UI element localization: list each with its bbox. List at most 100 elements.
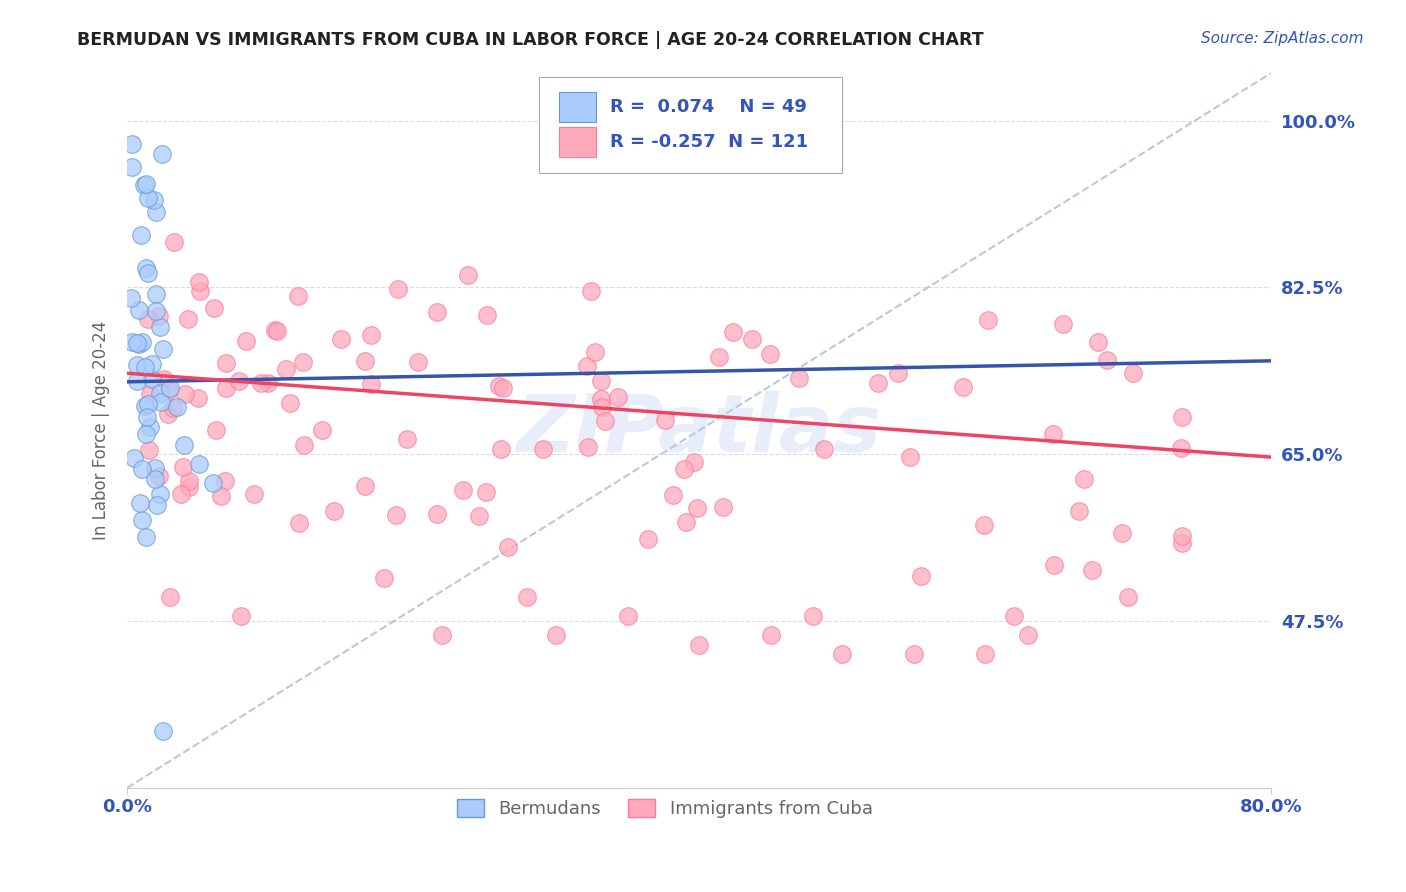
Point: [166, 400, 188, 414]
Point: [152, 343, 174, 357]
Point: [187, 275, 209, 289]
Point: [143, 472, 166, 486]
FancyBboxPatch shape: [538, 77, 842, 173]
Point: [492, 380, 515, 394]
Text: BERMUDAN VS IMMIGRANTS FROM CUBA IN LABOR FORCE | AGE 20-24 CORRELATION CHART: BERMUDAN VS IMMIGRANTS FROM CUBA IN LABO…: [77, 31, 984, 49]
Point: [148, 310, 170, 324]
Point: [288, 516, 311, 530]
Point: [292, 438, 315, 452]
Point: [673, 461, 696, 475]
Point: [516, 591, 538, 605]
Point: [179, 480, 201, 494]
Point: [1087, 334, 1109, 349]
Point: [544, 628, 567, 642]
Point: [228, 374, 250, 388]
Point: [593, 414, 616, 428]
Point: [159, 380, 181, 394]
Point: [1116, 591, 1139, 605]
Point: [591, 400, 613, 414]
Point: [311, 423, 333, 437]
Point: [145, 304, 167, 318]
FancyBboxPatch shape: [560, 127, 596, 157]
Point: [163, 235, 186, 249]
Point: [903, 648, 925, 662]
Point: [138, 442, 160, 457]
Point: [291, 355, 314, 369]
Point: [134, 400, 156, 414]
Point: [1122, 366, 1144, 380]
Point: [661, 488, 683, 502]
Point: [159, 383, 181, 397]
Point: [129, 496, 152, 510]
Point: [803, 609, 825, 624]
Point: [121, 137, 143, 152]
Point: [688, 638, 710, 652]
Point: [121, 160, 143, 174]
Point: [135, 530, 157, 544]
Point: [215, 381, 238, 395]
Point: [457, 268, 479, 282]
Text: ZIPatlas: ZIPatlas: [516, 392, 882, 469]
Point: [723, 325, 745, 339]
Point: [149, 319, 172, 334]
Point: [134, 178, 156, 192]
Point: [204, 301, 226, 315]
Point: [353, 479, 375, 493]
Point: [138, 420, 160, 434]
Point: [373, 571, 395, 585]
Point: [122, 450, 145, 465]
Point: [136, 312, 159, 326]
Point: [187, 391, 209, 405]
Point: [575, 359, 598, 373]
Point: [675, 516, 697, 530]
Point: [973, 518, 995, 533]
Point: [868, 376, 890, 390]
Point: [129, 227, 152, 242]
Point: [150, 395, 173, 409]
Point: [131, 513, 153, 527]
Point: [360, 328, 382, 343]
Point: [162, 401, 184, 416]
Point: [201, 475, 224, 490]
Point: [329, 332, 352, 346]
Point: [1002, 609, 1025, 624]
Point: [1052, 318, 1074, 332]
Point: [138, 266, 160, 280]
Text: R = -0.257  N = 121: R = -0.257 N = 121: [610, 133, 808, 151]
Point: [263, 323, 285, 337]
Point: [136, 191, 159, 205]
Point: [637, 532, 659, 546]
Point: [214, 474, 236, 488]
Point: [977, 313, 1000, 327]
Point: [128, 302, 150, 317]
Point: [384, 508, 406, 523]
Point: [1042, 426, 1064, 441]
Point: [188, 284, 211, 298]
Point: [707, 350, 730, 364]
Point: [607, 390, 630, 404]
Point: [278, 396, 301, 410]
Point: [360, 376, 382, 391]
Point: [120, 292, 142, 306]
Point: [488, 379, 510, 393]
Text: R =  0.074    N = 49: R = 0.074 N = 49: [610, 98, 807, 116]
Point: [131, 462, 153, 476]
Point: [128, 336, 150, 351]
Point: [141, 372, 163, 386]
Point: [143, 461, 166, 475]
Point: [787, 371, 810, 385]
Point: [231, 609, 253, 624]
Point: [387, 283, 409, 297]
Point: [148, 468, 170, 483]
Point: [322, 504, 344, 518]
Point: [711, 500, 734, 514]
Point: [235, 334, 257, 348]
Point: [179, 474, 201, 488]
Point: [1170, 410, 1192, 425]
Point: [475, 484, 498, 499]
Point: [287, 289, 309, 303]
Point: [952, 379, 974, 393]
Point: [467, 508, 489, 523]
Point: [686, 501, 709, 516]
Point: [682, 455, 704, 469]
